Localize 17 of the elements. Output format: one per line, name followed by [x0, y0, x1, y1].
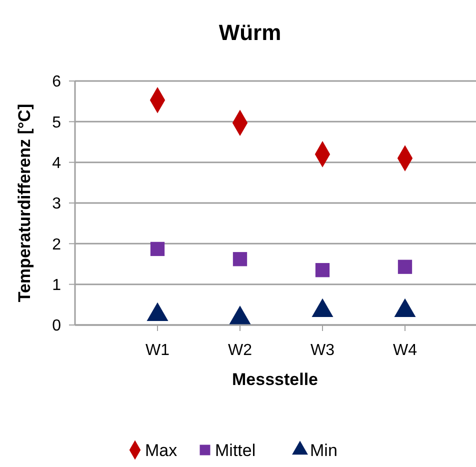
x-tick-label: W1	[146, 342, 170, 359]
y-tick-label: 2	[52, 236, 62, 254]
y-tick-label: 1	[52, 276, 62, 294]
x-axis-title: Messstelle	[232, 370, 318, 389]
y-tick-label: 4	[52, 154, 62, 172]
y-tick-label: 0	[52, 318, 62, 335]
y-tick-label: 5	[52, 114, 62, 132]
x-tick-label: W3	[310, 342, 335, 359]
y-axis-title: Temperaturdifferenz [°C]	[15, 104, 34, 302]
y-tick-label: 6	[52, 74, 62, 91]
chart-title: Würm	[218, 20, 282, 45]
x-tick-label: W4	[393, 342, 418, 359]
legend-label: Max	[145, 440, 178, 460]
legend-label: Min	[310, 440, 338, 460]
legend-label: Mittel	[215, 440, 256, 460]
y-tick-label: 3	[52, 196, 62, 213]
x-tick-label: W2	[228, 342, 252, 359]
